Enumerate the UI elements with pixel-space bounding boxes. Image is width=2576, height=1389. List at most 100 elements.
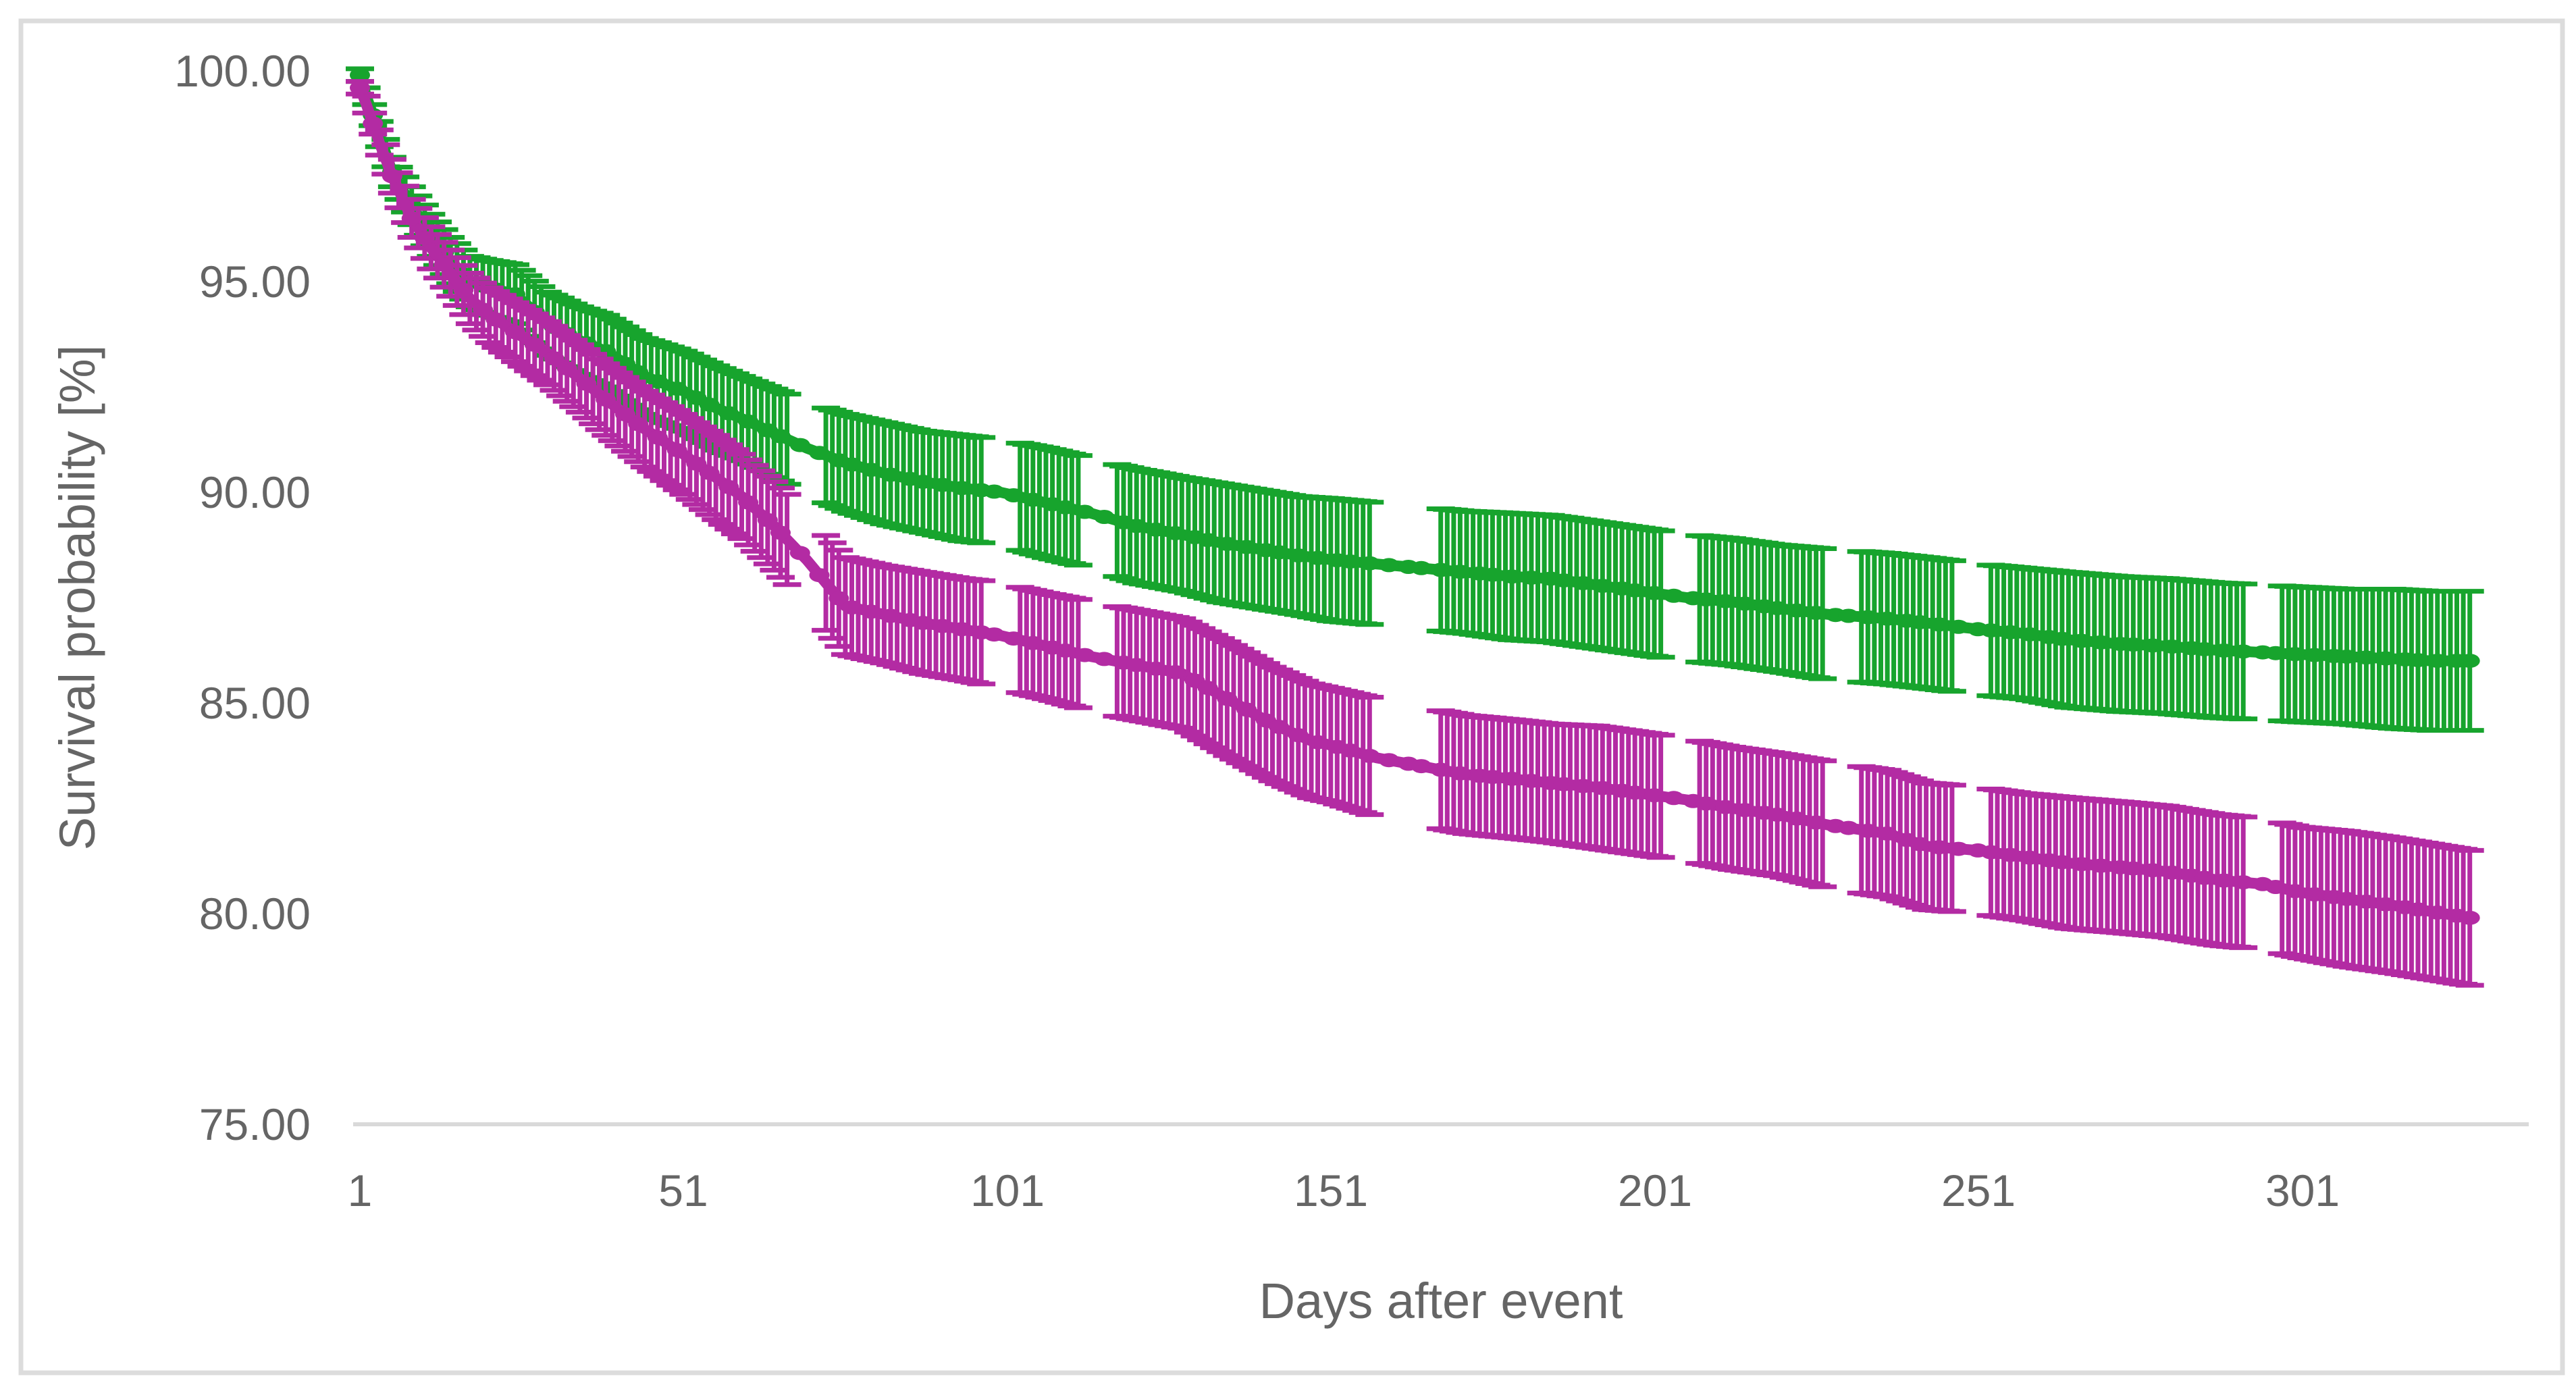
lower-magenta-survival-curve-marker-dot [1838, 820, 1859, 835]
upper-green-survival-curve-marker-dot [932, 477, 953, 492]
upper-green-survival-curve-marker-dot [1340, 554, 1361, 569]
lower-magenta-survival-curve-marker-dot [809, 568, 830, 583]
lower-magenta-survival-curve-marker-dot [1236, 702, 1257, 717]
lower-magenta-survival-curve-marker-dot [1450, 766, 1471, 781]
lower-magenta-survival-curve-marker-dot [556, 361, 577, 375]
x-tick-101: 101 [970, 1165, 1045, 1215]
lower-magenta-survival-curve-markers [350, 80, 2480, 925]
lower-magenta-survival-curve-marker-dot [1502, 771, 1523, 786]
upper-green-survival-curve-marker-dot [1592, 579, 1613, 594]
upper-green-survival-curve-marker-dot [666, 382, 687, 396]
x-axis-title: Days after event [1259, 1273, 1623, 1329]
lower-magenta-survival-curve-marker-dot [1197, 681, 1218, 696]
lower-magenta-survival-curve-marker-dot [912, 615, 933, 630]
upper-green-survival-curve-marker-dot [1573, 576, 1594, 591]
lower-magenta-survival-curve-marker-dot [1553, 777, 1574, 791]
upper-green-survival-curve-marker-dot [2051, 631, 2072, 646]
lower-magenta-survival-curve-marker-dot [757, 513, 778, 527]
upper-green-survival-curve-marker-dot [984, 484, 1005, 499]
upper-green-survival-curve-marker-dot [1236, 540, 1257, 554]
lower-magenta-survival-curve-marker-dot [382, 169, 402, 184]
lower-magenta-survival-curve-marker-dot [576, 376, 597, 391]
upper-green-survival-curve-marker-dot [841, 457, 862, 472]
upper-green-survival-curve-marker-dot [647, 374, 668, 389]
lower-magenta-survival-curve-marker-dot [2304, 887, 2325, 901]
upper-green-survival-curve-marker-dot [2194, 641, 2215, 656]
lower-magenta-survival-curve-marker-dot [2375, 897, 2396, 912]
upper-green-survival-curve-marker-dot [1359, 556, 1380, 571]
lower-magenta-survival-curve-marker-dot [1126, 658, 1147, 673]
lower-magenta-survival-curve-marker-dot [951, 622, 972, 637]
lower-magenta-survival-curve-marker-dot [1094, 652, 1115, 666]
y-tick-80: 80.00 [199, 889, 311, 939]
lower-magenta-survival-curve-marker-dot [1055, 643, 1076, 658]
upper-green-survival-curve-marker-dot [1269, 545, 1290, 560]
upper-green-survival-curve-marker-dot [770, 429, 791, 444]
x-tick-251: 251 [1941, 1165, 2016, 1215]
y-tick-85: 85.00 [199, 678, 311, 728]
upper-green-survival-curve-marker-dot [1502, 569, 1523, 584]
lower-magenta-survival-curve-marker-dot [1074, 648, 1095, 662]
lower-magenta-survival-curve-marker-dot [686, 456, 707, 471]
lower-magenta-survival-curve-marker-dot [453, 283, 474, 297]
lower-magenta-survival-curve-marker-dot [485, 312, 506, 327]
lower-magenta-survival-curve-marker-dot [1980, 845, 2001, 860]
chart-border [18, 18, 2565, 1375]
y-axis-title: Survival probability [%] [49, 345, 105, 851]
lower-magenta-survival-curve-marker-dot [829, 591, 849, 606]
upper-green-survival-curve-marker-dot [1735, 596, 1756, 611]
lower-magenta-survival-curve-marker-dot [880, 608, 901, 623]
upper-green-survival-curve-marker-dot [1379, 558, 1399, 573]
lower-magenta-survival-curve-marker-dot [789, 546, 810, 560]
upper-green-survival-curve-marker-dot [1858, 610, 1878, 625]
upper-green-survival-curve-marker-dot [1767, 601, 1788, 616]
upper-green-survival-curve-marker-dot [1838, 608, 1859, 623]
upper-green-survival-curve-marker-dot [1126, 519, 1147, 533]
upper-green-survival-curve-marker-dot [1165, 526, 1186, 541]
lower-magenta-survival-curve-marker-dot [1663, 791, 1684, 806]
lower-magenta-survival-curve-marker-dot [2091, 858, 2111, 873]
lower-magenta-survival-curve-marker-dot [1928, 840, 1949, 855]
upper-green-survival-curve-marker-dot [2375, 651, 2396, 666]
lower-magenta-survival-curve-marker-dot [524, 338, 545, 352]
upper-green-survival-curve-marker-dot [738, 414, 759, 429]
upper-green-survival-curve-marker-dot [1625, 583, 1646, 598]
lower-magenta-survival-curve-marker-dot [414, 231, 435, 245]
lower-magenta-survival-curve-marker-dot [401, 211, 422, 226]
upper-green-survival-curve-marker-dot [2161, 639, 2182, 654]
lower-magenta-survival-curve-marker-dot [2194, 870, 2215, 885]
lower-magenta-survival-curve-marker-dot [615, 407, 635, 422]
upper-green-survival-curve-marker-dot [2123, 637, 2144, 652]
upper-green-survival-curve-marker-dot [1910, 614, 1930, 629]
y-axis-tick-labels: 100.00 95.00 90.00 85.00 80.00 75.00 [174, 46, 311, 1149]
upper-green-survival-curve-marker-dot [718, 406, 739, 421]
upper-green-survival-curve-marker-dot [1553, 573, 1574, 588]
lower-magenta-survival-curve-marker-dot [861, 604, 882, 619]
lower-magenta-survival-curve-marker-dot [2336, 891, 2357, 906]
upper-green-survival-curve-marker-dot [1806, 606, 1826, 621]
upper-green-survival-curve-marker-dot [2459, 654, 2480, 669]
lower-magenta-survival-curve-marker-dot [1786, 811, 1807, 826]
upper-green-survival-curve-marker-dot [2019, 627, 2040, 641]
lower-magenta-survival-curve-marker-dot [2123, 861, 2144, 876]
lower-magenta-survival-curve-marker-dot [433, 257, 454, 272]
upper-green-survival-curve-marker-dot [1928, 617, 1949, 632]
upper-green-survival-curve-marker-dot [1074, 504, 1095, 519]
upper-green-survival-curve-marker-dot [1482, 567, 1503, 582]
lower-magenta-survival-curve-marker-dot [2356, 894, 2377, 909]
lower-magenta-survival-curve-marker-dot [1644, 788, 1664, 803]
y-tick-95: 95.00 [199, 257, 311, 307]
upper-green-survival-curve-marker-dot [1094, 510, 1115, 524]
lower-magenta-survival-curve-marker-dot [2284, 884, 2305, 899]
lower-magenta-survival-curve-marker-dot [350, 80, 370, 95]
lower-magenta-survival-curve-marker-dot [2000, 847, 2021, 862]
lower-magenta-survival-curve-marker-dot [2143, 863, 2163, 878]
lower-magenta-survival-curve-marker-dot [647, 430, 668, 445]
lower-magenta-survival-curve-marker-dot [2161, 865, 2182, 880]
lower-magenta-survival-curve-marker-dot [932, 619, 953, 633]
lower-magenta-survival-curve-marker-dot [2408, 902, 2428, 917]
upper-green-survival-curve-marker-dot [1786, 603, 1807, 618]
lower-magenta-survival-curve-marker-dot [1217, 691, 1238, 706]
lower-magenta-survival-curve-marker-dot [1910, 837, 1930, 851]
lower-magenta-survival-curve-marker-dot [666, 443, 687, 458]
